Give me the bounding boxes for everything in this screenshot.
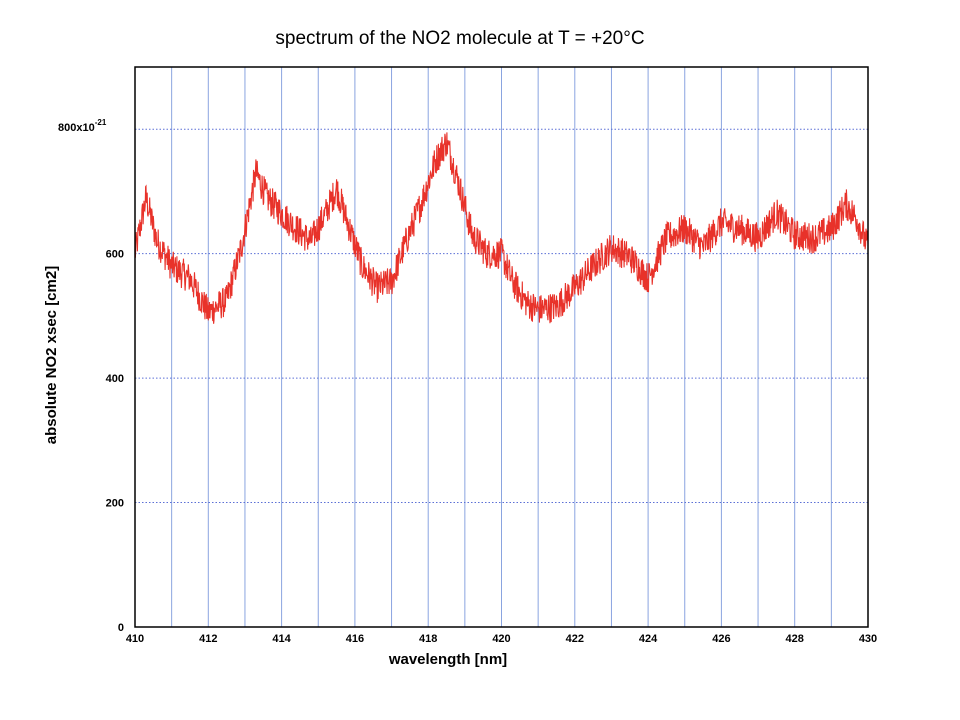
x-tick-label: 414 [272, 633, 291, 645]
x-tick-label: 426 [712, 633, 730, 645]
y-tick-labels: 0 200 400 600 [106, 249, 124, 634]
x-tick-label: 412 [199, 633, 217, 645]
x-tick-label: 410 [126, 633, 144, 645]
y-tick-label: 0 [118, 622, 124, 634]
series-line [134, 132, 869, 324]
y-axis-label: absolute NO2 xsec [cm2] [43, 266, 60, 444]
x-tick-label: 422 [566, 633, 584, 645]
x-tick-labels: 410 412 414 416 418 420 422 424 426 428 430 [126, 633, 877, 645]
plot-frame [134, 66, 869, 628]
y-tick-label: 200 [106, 498, 124, 510]
grid-lines [135, 67, 868, 627]
x-tick-label: 420 [492, 633, 510, 645]
x-tick-label: 418 [419, 633, 437, 645]
x-tick-label: 430 [859, 633, 877, 645]
data-series [134, 132, 869, 324]
x-axis-label: wavelength [nm] [388, 651, 507, 668]
x-tick-label: 428 [786, 633, 804, 645]
y-top-tick-label: 800x10-21 [58, 118, 107, 134]
slide-title: spectrum of the NO2 molecule at T = +20°… [275, 28, 645, 49]
y-top-tick-exponent: -21 [95, 118, 107, 127]
y-top-tick-base: 800x10 [58, 122, 95, 134]
x-tick-label: 424 [639, 633, 658, 645]
x-tick-label: 416 [346, 633, 364, 645]
y-tick-label: 400 [106, 373, 124, 385]
y-tick-label: 600 [106, 249, 124, 261]
